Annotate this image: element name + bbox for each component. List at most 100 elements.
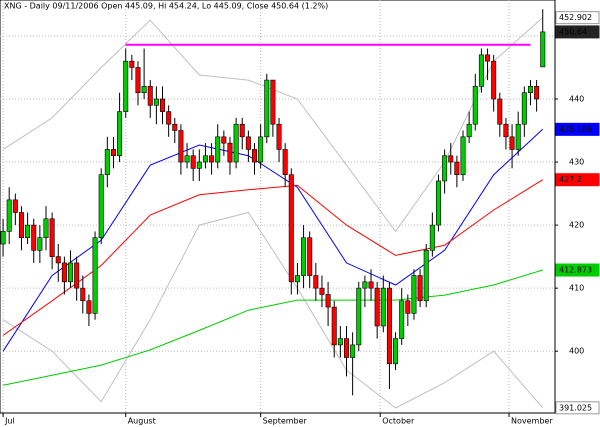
candle-body bbox=[534, 86, 540, 100]
candle-body bbox=[129, 60, 135, 68]
candle-body bbox=[337, 338, 343, 346]
candle-body bbox=[374, 287, 380, 327]
candle-body bbox=[307, 237, 313, 276]
candle-body bbox=[515, 123, 521, 150]
x-tick-label: October bbox=[382, 417, 415, 426]
value-box bbox=[555, 263, 600, 277]
candle-body bbox=[429, 224, 435, 251]
candle-body bbox=[184, 155, 190, 163]
candle-body bbox=[80, 287, 86, 302]
candle-body bbox=[6, 199, 12, 232]
candle-body bbox=[25, 224, 31, 239]
candle-body bbox=[460, 136, 466, 175]
candle-body bbox=[123, 60, 129, 112]
candle-body bbox=[380, 287, 386, 327]
candle-body bbox=[252, 149, 258, 163]
y-tick-label: 420 bbox=[569, 221, 584, 230]
x-tick-label: August bbox=[128, 417, 156, 426]
indicator-line bbox=[2, 269, 543, 386]
candle-body bbox=[319, 287, 325, 295]
value-box-label: 391.025 bbox=[559, 403, 592, 412]
value-box-label: 450.64 bbox=[559, 27, 587, 36]
candle-body bbox=[282, 149, 288, 175]
candle-body bbox=[288, 174, 294, 283]
candle-body bbox=[178, 130, 184, 163]
chart-title: XNG - Daily 09/11/2006 Open 445.09, Hi 4… bbox=[4, 2, 328, 11]
candle-body bbox=[521, 92, 527, 125]
candle-body bbox=[405, 300, 411, 314]
candle-body bbox=[478, 54, 484, 87]
candle-body bbox=[540, 31, 546, 68]
candle-body bbox=[135, 67, 141, 93]
candle-body bbox=[221, 136, 227, 144]
y-tick-label: 440 bbox=[569, 94, 584, 103]
y-tick-label: 400 bbox=[569, 347, 584, 356]
candle-body bbox=[313, 275, 319, 289]
candle-body bbox=[61, 262, 67, 283]
candle-body bbox=[141, 86, 147, 93]
value-box-label: 427.2 bbox=[559, 175, 582, 184]
value-box-label: 452.902 bbox=[559, 13, 592, 22]
candle-body bbox=[393, 338, 399, 365]
candle-body bbox=[435, 180, 441, 226]
candle-body bbox=[74, 262, 80, 289]
candle-body bbox=[423, 250, 429, 302]
y-tick-label: 410 bbox=[569, 284, 584, 293]
candle-body bbox=[485, 54, 491, 62]
candle-body bbox=[12, 199, 18, 213]
value-box-label: 435.186 bbox=[559, 125, 592, 134]
value-box bbox=[555, 122, 600, 136]
candle-body bbox=[153, 98, 159, 106]
x-tick-label: Jul bbox=[4, 417, 15, 426]
candle-body bbox=[209, 155, 215, 163]
candle-body bbox=[49, 218, 55, 257]
value-box bbox=[555, 25, 600, 39]
candle-body bbox=[18, 212, 24, 239]
x-tick-label: September bbox=[263, 417, 308, 426]
candle-body bbox=[448, 155, 454, 163]
candle-body bbox=[37, 237, 43, 251]
value-box bbox=[555, 401, 600, 415]
candle-body bbox=[454, 161, 460, 175]
candle-body bbox=[245, 136, 251, 150]
candle-body bbox=[491, 60, 497, 100]
candle-body bbox=[92, 237, 98, 314]
value-box bbox=[555, 173, 600, 187]
candle-body bbox=[325, 294, 331, 308]
candle-body bbox=[343, 338, 349, 358]
candle-body bbox=[386, 287, 392, 365]
candle-body bbox=[331, 306, 337, 346]
candle-body bbox=[68, 262, 74, 283]
candle-body bbox=[239, 123, 245, 138]
candle-body bbox=[258, 136, 264, 163]
candle-body bbox=[227, 142, 233, 163]
candle-body bbox=[55, 256, 61, 264]
indicator-line bbox=[2, 211, 544, 409]
candle-body bbox=[356, 287, 362, 346]
candle-body bbox=[86, 300, 92, 314]
x-tick-label: November bbox=[511, 417, 553, 426]
candle-body bbox=[276, 123, 282, 150]
candle-body bbox=[503, 123, 509, 138]
candle-body bbox=[31, 224, 37, 251]
candle-body bbox=[301, 237, 307, 276]
candle-body bbox=[466, 123, 472, 138]
candle-body bbox=[362, 281, 368, 289]
candle-body bbox=[509, 136, 515, 150]
candle-body bbox=[117, 111, 123, 157]
candle-body bbox=[527, 86, 533, 93]
plot-area bbox=[0, 0, 556, 414]
candle-body bbox=[411, 275, 417, 314]
candle-body bbox=[196, 161, 202, 169]
candle-body bbox=[166, 111, 172, 125]
candle-body bbox=[472, 86, 478, 125]
candle-body bbox=[98, 174, 104, 239]
y-tick-label: 430 bbox=[569, 158, 584, 167]
candle-body bbox=[190, 155, 196, 169]
candle-body bbox=[215, 136, 221, 163]
candle-body bbox=[399, 300, 405, 339]
value-box bbox=[555, 11, 600, 25]
candle-body bbox=[233, 123, 239, 163]
candle-body bbox=[160, 98, 166, 112]
